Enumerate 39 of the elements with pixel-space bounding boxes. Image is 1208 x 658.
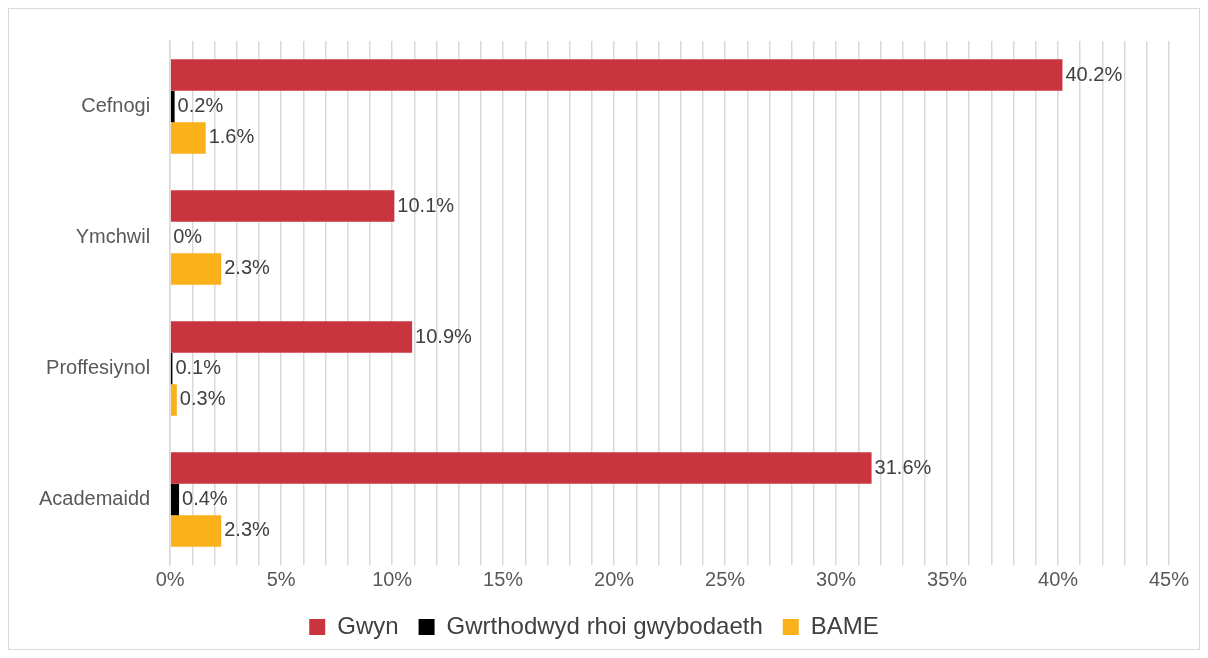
bar	[170, 384, 177, 416]
data-label: 2.3%	[224, 256, 271, 279]
bar	[170, 190, 395, 222]
data-label: 2.3%	[224, 518, 271, 541]
data-label: 31.6%	[874, 455, 932, 478]
data-label: 0.1%	[175, 356, 222, 379]
legend-label: Gwrthodwyd rhoi gwybodaeth	[446, 611, 763, 639]
x-tick-label: 25%	[705, 567, 746, 590]
bar	[170, 59, 1063, 91]
x-tick-label: 5%	[266, 567, 296, 590]
x-tick-label: 0%	[155, 567, 185, 590]
bar	[170, 321, 413, 353]
x-tick-label: 30%	[816, 567, 857, 590]
bar	[170, 515, 222, 547]
y-tick-label: Cefnogi	[81, 94, 151, 117]
x-tick-label: 45%	[1148, 567, 1190, 590]
x-tick-label: 35%	[927, 567, 968, 590]
bar	[170, 452, 872, 484]
x-tick-label: 15%	[483, 567, 524, 590]
bar	[170, 253, 222, 285]
bar	[170, 90, 175, 123]
x-tick-label: 10%	[372, 567, 413, 590]
data-label: 0.4%	[182, 487, 228, 510]
legend-label: BAME	[810, 611, 879, 639]
data-label: 40.2%	[1065, 62, 1123, 85]
data-label: 10.9%	[415, 324, 473, 347]
bar	[170, 122, 206, 154]
bar	[170, 483, 180, 516]
data-label: 0.3%	[179, 387, 226, 410]
x-tick-label: 40%	[1038, 567, 1079, 590]
x-tick-label: 20%	[594, 567, 635, 590]
data-label: 0%	[173, 225, 203, 248]
data-label: 0.2%	[177, 94, 224, 117]
legend-label: Gwyn	[337, 611, 399, 639]
y-tick-label: Ymchwil	[75, 225, 151, 248]
data-label: 10.1%	[397, 193, 455, 216]
y-tick-label: Academaidd	[38, 487, 151, 510]
data-label: 1.6%	[208, 125, 255, 148]
y-tick-label: Proffesiynol	[46, 356, 151, 379]
